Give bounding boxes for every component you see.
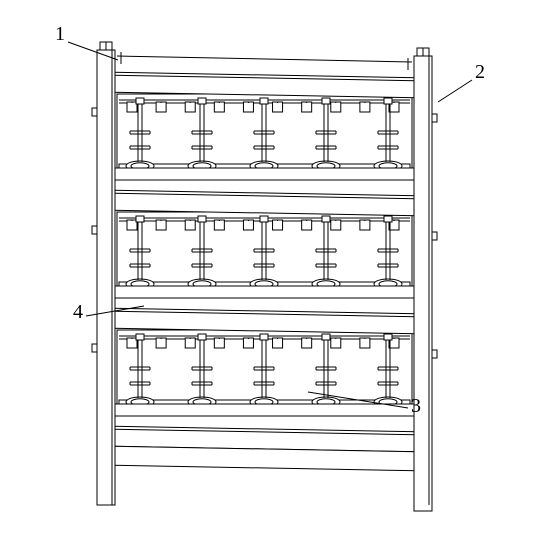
diagram-svg: 1 2 3 4 <box>0 0 536 541</box>
callout-label-1: 1 <box>55 23 65 45</box>
callout-label-4: 4 <box>73 301 83 323</box>
callout-label-3: 3 <box>411 395 421 417</box>
callout-label-2: 2 <box>475 61 485 83</box>
